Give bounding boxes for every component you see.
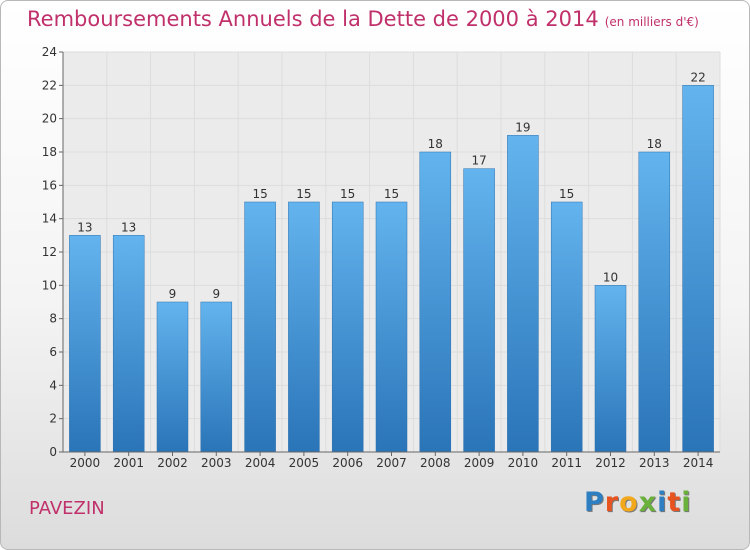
x-tick-label-2008: 2008	[420, 456, 451, 470]
y-tick-label-6: 6	[49, 345, 57, 359]
data-label-2004: 15	[252, 187, 267, 201]
x-tick-label-2014: 2014	[683, 456, 714, 470]
bar-2004	[244, 201, 276, 453]
proxiti-logo: Proxiti	[584, 487, 692, 518]
y-tick-label-12: 12	[42, 245, 57, 259]
x-tick-label-2007: 2007	[376, 456, 407, 470]
y-tick-label-10: 10	[42, 278, 57, 292]
bar-2010	[507, 135, 539, 453]
x-tick-label-2003: 2003	[201, 456, 232, 470]
data-label-2003: 9	[212, 287, 220, 301]
logo-letter: i	[657, 487, 668, 518]
bar-2002	[156, 301, 189, 453]
bars: 13 13 9 9 15 15 15 15 18 17 19 15 10 18 22	[69, 70, 714, 453]
bar-2011	[550, 201, 583, 453]
x-tick-label-2010: 2010	[508, 456, 539, 470]
data-label-2014: 22	[690, 70, 705, 84]
y-tick-label-2: 2	[49, 412, 57, 426]
logo-letter: o	[619, 487, 639, 518]
x-tick-label-2009: 2009	[464, 456, 495, 470]
data-label-2000: 13	[77, 220, 92, 234]
data-label-2009: 17	[471, 154, 486, 168]
logo-letter: x	[638, 487, 658, 518]
y-tick-label-22: 22	[42, 78, 57, 92]
x-tick-label-2011: 2011	[551, 456, 582, 470]
bar-2001	[112, 235, 145, 453]
bar-2014	[682, 85, 714, 453]
commune-name: PAVEZIN	[29, 498, 105, 519]
x-tick-label-2001: 2001	[113, 456, 144, 470]
data-label-2011: 15	[559, 187, 574, 201]
y-tick-label-18: 18	[42, 145, 57, 159]
bar-2013	[638, 151, 671, 453]
data-label-2005: 15	[296, 187, 311, 201]
bar-2005	[288, 201, 320, 453]
y-tick-label-8: 8	[49, 312, 57, 326]
bar-2007	[375, 201, 408, 453]
bar-2000	[69, 235, 101, 453]
data-label-2013: 18	[647, 137, 662, 151]
data-label-2006: 15	[340, 187, 355, 201]
bar-2006	[331, 201, 364, 453]
chart-unit-note: (en milliers d'€)	[604, 15, 699, 29]
x-tick-label-2006: 2006	[332, 456, 363, 470]
bar-2008	[419, 151, 452, 453]
x-tick-label-2013: 2013	[639, 456, 670, 470]
y-tick-label-20: 20	[42, 112, 57, 126]
data-label-2007: 15	[384, 187, 399, 201]
bar-2012	[594, 285, 627, 453]
x-tick-label-2002: 2002	[157, 456, 188, 470]
y-tick-label-14: 14	[42, 212, 57, 226]
logo-letter: t	[667, 487, 682, 518]
data-label-2012: 10	[603, 270, 618, 284]
y-tick-label-0: 0	[49, 445, 57, 459]
x-tick-label-2004: 2004	[245, 456, 276, 470]
data-label-2008: 18	[428, 137, 443, 151]
bar-2009	[463, 168, 495, 453]
logo-letter: i	[681, 487, 692, 518]
data-label-2001: 13	[121, 220, 136, 234]
x-tick-label-2012: 2012	[595, 456, 626, 470]
logo-letter: P	[584, 487, 605, 518]
y-tick-label-24: 24	[42, 45, 57, 59]
chart-title: Remboursements Annuels de la Dette de 20…	[27, 7, 699, 31]
logo-letter: r	[604, 487, 620, 518]
data-label-2002: 9	[169, 287, 177, 301]
chart-title-text: Remboursements Annuels de la Dette de 20…	[27, 7, 599, 31]
y-tick-label-16: 16	[42, 178, 57, 192]
x-tick-label-2000: 2000	[70, 456, 101, 470]
x-tick-label-2005: 2005	[289, 456, 320, 470]
data-label-2010: 19	[515, 120, 530, 134]
bar-2003	[200, 301, 233, 453]
y-tick-label-4: 4	[49, 378, 57, 392]
